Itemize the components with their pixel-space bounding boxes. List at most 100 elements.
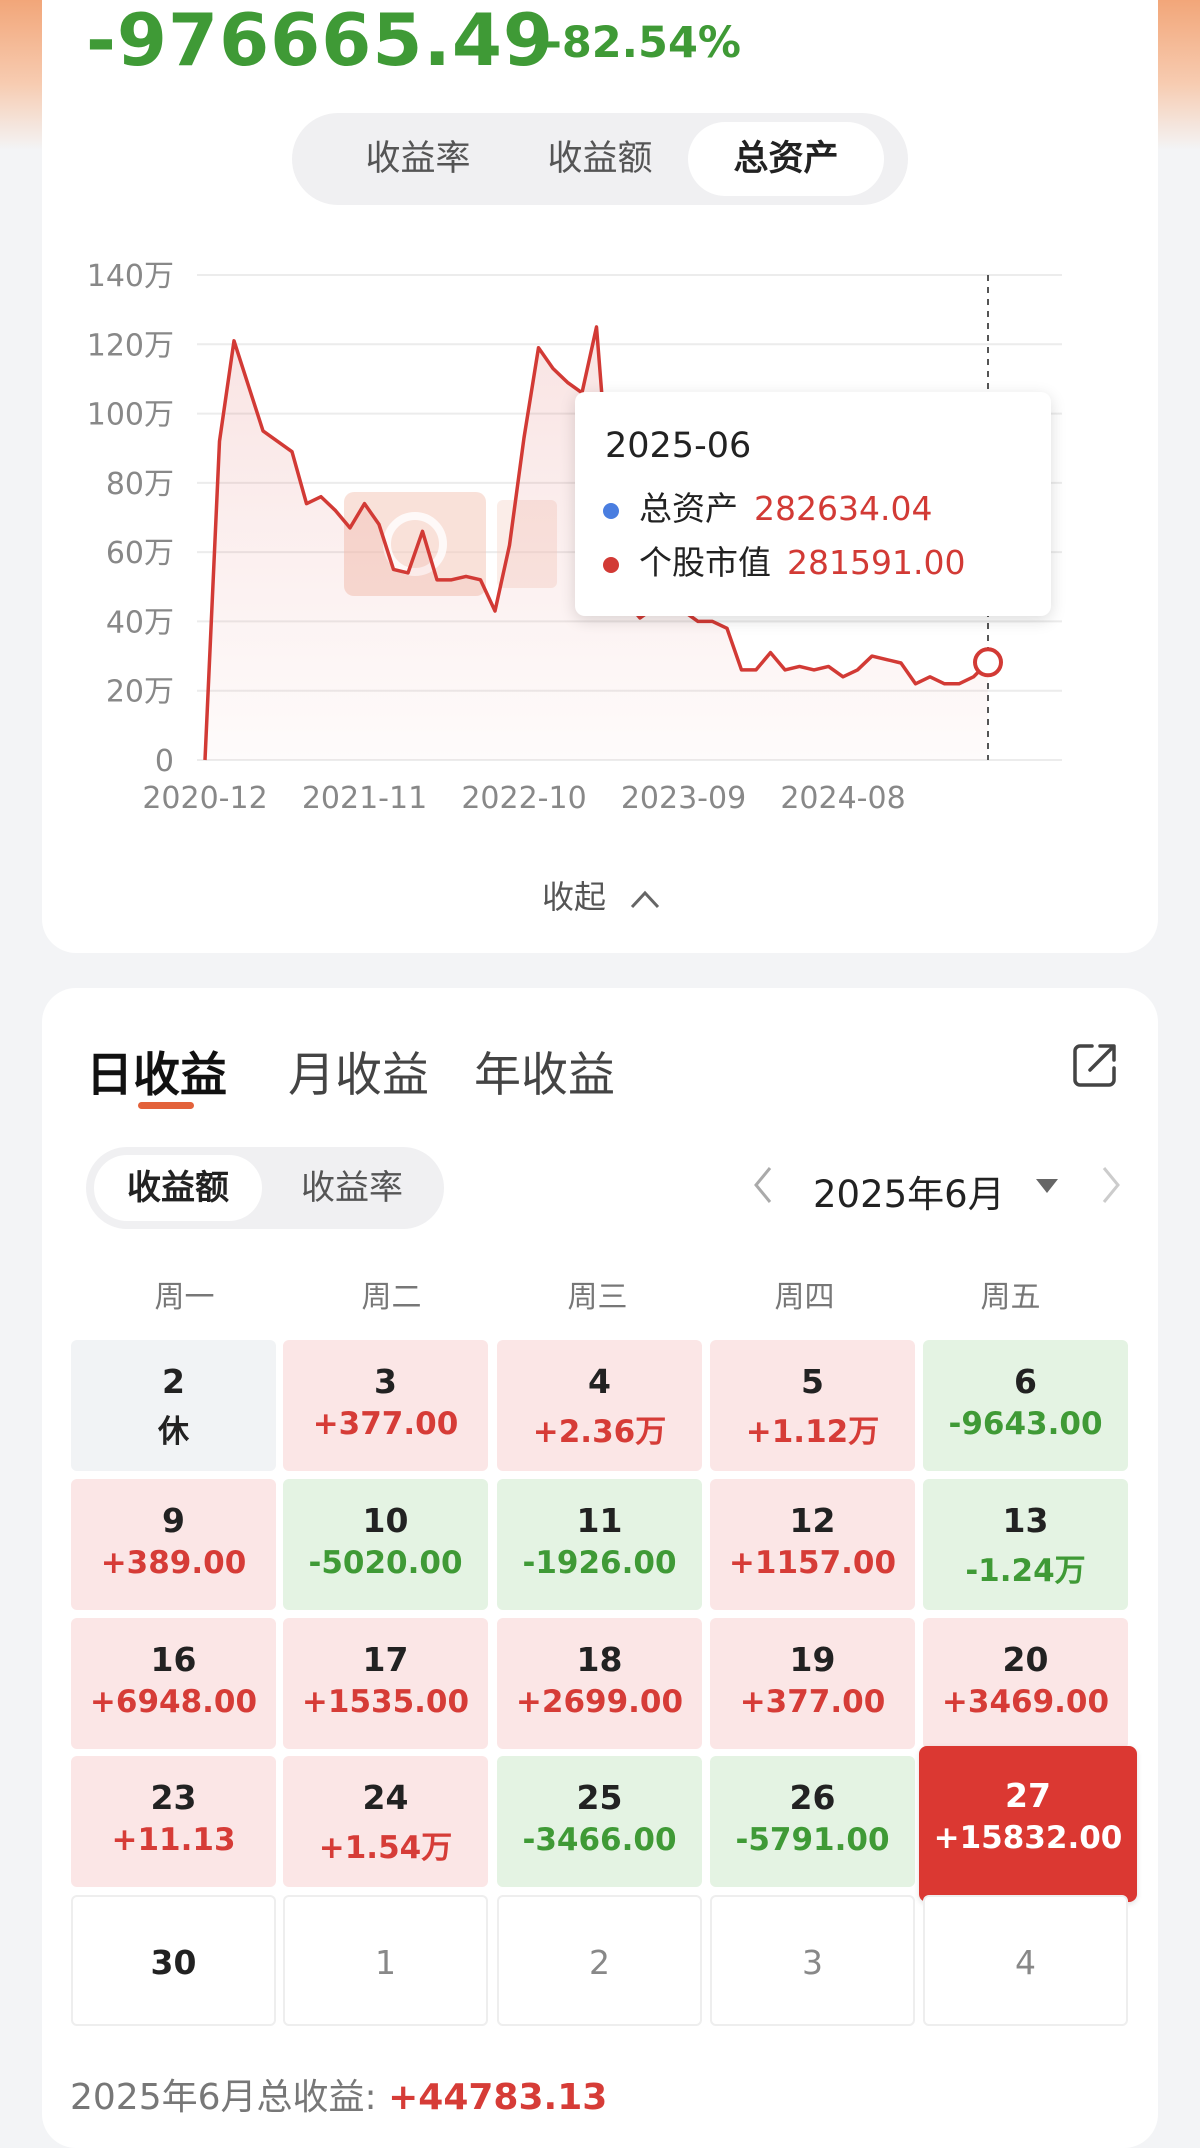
y-tick-label: 140万 [87, 259, 174, 294]
tooltip-label: 总资产 [639, 489, 738, 528]
calendar-day-cell[interactable]: 6 -9643.00 [923, 1340, 1128, 1471]
y-tick-label: 100万 [87, 398, 174, 433]
calendar-day-cell[interactable]: 27 +15832.00 [919, 1746, 1137, 1902]
weekday-tue: 周二 [361, 1280, 422, 1315]
tooltip-value: 282634.04 [754, 489, 933, 528]
summary-label: 2025年6月总收益: [70, 2077, 377, 2118]
chevron-right-icon[interactable] [1096, 1160, 1126, 1210]
day-number: 5 [801, 1362, 824, 1401]
calendar-day-cell[interactable]: 3 [710, 1895, 915, 2026]
mode-rate[interactable]: 收益率 [301, 1168, 403, 1208]
calendar-day-cell[interactable]: 23 +11.13 [71, 1756, 276, 1887]
day-number: 20 [1002, 1640, 1049, 1679]
day-income-value: +377.00 [739, 1684, 886, 1720]
day-number: 30 [150, 1943, 197, 1982]
total-return-rate: -82.54% [544, 18, 741, 68]
day-income-value: +2.36万 [532, 1414, 667, 1450]
day-income-value: +1.54万 [318, 1830, 453, 1866]
active-tab-underline [138, 1102, 194, 1109]
weekday-mon: 周一 [154, 1280, 215, 1315]
month-selector[interactable]: 2025年6月 [813, 1173, 1005, 1216]
y-tick-label: 120万 [87, 328, 174, 363]
calendar-day-cell[interactable]: 26 -5791.00 [710, 1756, 915, 1887]
month-total-summary: 2025年6月总收益: +44783.13 [70, 2068, 607, 2120]
calendar-day-cell[interactable]: 17 +1535.00 [283, 1618, 488, 1749]
day-income-value: +1.12万 [745, 1414, 880, 1450]
day-number: 9 [162, 1501, 185, 1540]
asset-chart-card: -976665.49 -82.54% 收益率 收益额 总资产 0 20万 40万 60… [42, 0, 1158, 953]
weekday-wed: 周三 [567, 1280, 628, 1315]
day-number: 25 [576, 1778, 623, 1817]
series-line-stock-value [203, 325, 990, 761]
weekday-fri: 周五 [980, 1280, 1041, 1315]
tab-monthly-income[interactable]: 月收益 [288, 1048, 429, 1103]
day-income-value: +1535.00 [301, 1684, 470, 1720]
chevron-up-icon [631, 890, 660, 909]
tab-total-assets[interactable]: 总资产 [688, 122, 884, 196]
day-number: 27 [1005, 1776, 1051, 1815]
day-number: 2 [162, 1362, 185, 1401]
day-number: 16 [150, 1640, 197, 1679]
day-income-value: +11.13 [111, 1822, 236, 1858]
x-tick-label: 2020-12 [142, 781, 267, 816]
day-number: 2 [589, 1943, 610, 1982]
calendar-day-cell[interactable]: 24 +1.54万 [283, 1756, 488, 1887]
calendar-day-cell[interactable]: 4 [923, 1895, 1128, 2026]
calendar-day-cell[interactable]: 12 +1157.00 [710, 1479, 915, 1610]
weekday-thu: 周四 [774, 1280, 835, 1315]
tooltip-row-total-assets: 总资产 282634.04 [603, 482, 932, 530]
calendar-day-cell[interactable]: 25 -3466.00 [497, 1756, 702, 1887]
calendar-day-cell[interactable]: 2 [497, 1895, 702, 2026]
day-number: 13 [1002, 1501, 1049, 1540]
calendar-day-cell[interactable]: 20 +3469.00 [923, 1618, 1128, 1749]
calendar-day-cell[interactable]: 5 +1.12万 [710, 1340, 915, 1471]
tooltip-label: 个股市值 [639, 543, 771, 582]
chevron-left-icon[interactable] [748, 1160, 778, 1210]
day-income-value: -9643.00 [948, 1406, 1103, 1442]
calendar-day-cell[interactable]: 19 +377.00 [710, 1618, 915, 1749]
calendar-day-cell[interactable]: 18 +2699.00 [497, 1618, 702, 1749]
x-tick-label: 2023-09 [621, 781, 746, 816]
chart-type-switch: 收益率 收益额 总资产 [292, 113, 908, 205]
day-income-value: +389.00 [100, 1545, 247, 1581]
calendar-day-cell[interactable]: 3 +377.00 [283, 1340, 488, 1471]
day-income-value: +1157.00 [728, 1545, 897, 1581]
day-income-value: +377.00 [312, 1406, 459, 1442]
day-income-value: +6948.00 [89, 1684, 258, 1720]
day-number: 3 [374, 1362, 397, 1401]
dropdown-arrow-icon[interactable] [1032, 1175, 1062, 1197]
calendar-day-cell[interactable]: 13 -1.24万 [923, 1479, 1128, 1610]
y-tick-label: 0 [155, 744, 174, 779]
share-icon[interactable] [1070, 1040, 1120, 1090]
collapse-chart-button[interactable]: 收起 [542, 872, 662, 918]
day-number: 17 [362, 1640, 409, 1679]
mode-amount[interactable]: 收益额 [94, 1155, 262, 1221]
calendar-day-cell[interactable]: 11 -1926.00 [497, 1479, 702, 1610]
collapse-label: 收起 [542, 878, 607, 916]
calendar-day-cell[interactable]: 10 -5020.00 [283, 1479, 488, 1610]
y-tick-label: 20万 [106, 675, 174, 710]
day-number: 12 [789, 1501, 836, 1540]
x-tick-label: 2022-10 [461, 781, 586, 816]
tooltip-date: 2025-06 [605, 426, 752, 466]
day-income-value: 休 [158, 1414, 189, 1450]
day-income-value: +2699.00 [515, 1684, 684, 1720]
calendar-day-cell[interactable]: 4 +2.36万 [497, 1340, 702, 1471]
calendar-day-cell[interactable]: 1 [283, 1895, 488, 2026]
legend-dot-red [603, 556, 619, 573]
tab-yearly-income[interactable]: 年收益 [474, 1048, 615, 1103]
day-number: 18 [576, 1640, 623, 1679]
calendar-day-cell[interactable]: 30 [71, 1895, 276, 2026]
day-number: 10 [362, 1501, 409, 1540]
day-income-value: +3469.00 [941, 1684, 1110, 1720]
calendar-day-cell[interactable]: 16 +6948.00 [71, 1618, 276, 1749]
day-income-value: -5020.00 [308, 1545, 463, 1581]
day-number: 4 [1015, 1943, 1036, 1982]
income-mode-switch: 收益额 收益率 [86, 1147, 444, 1229]
tab-return-rate[interactable]: 收益率 [365, 139, 471, 179]
tab-daily-income[interactable]: 日收益 [86, 1048, 227, 1103]
tab-return-amount[interactable]: 收益额 [547, 139, 653, 179]
calendar-day-cell[interactable]: 9 +389.00 [71, 1479, 276, 1610]
day-income-value: -1.24万 [965, 1553, 1086, 1589]
